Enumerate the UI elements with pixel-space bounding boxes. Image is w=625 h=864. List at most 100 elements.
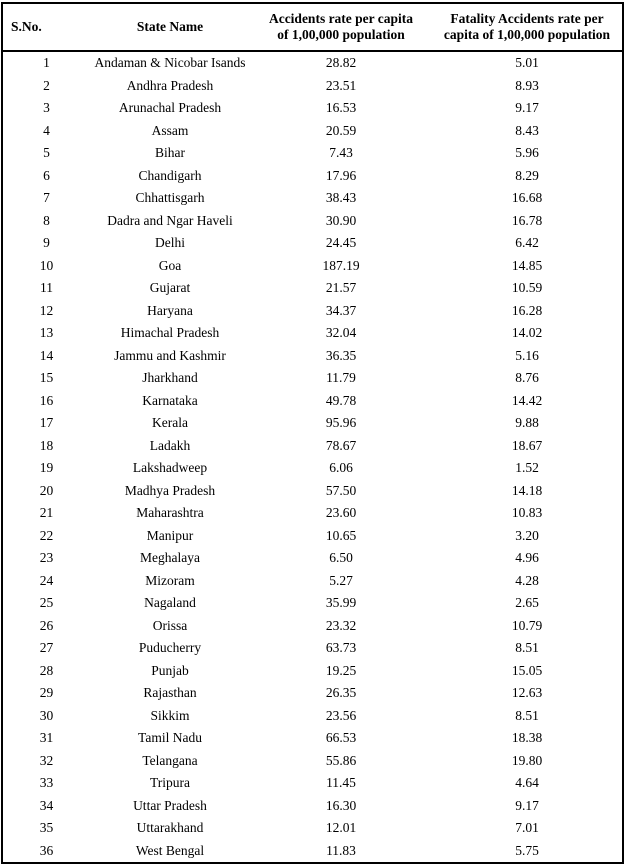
cell-state-name: Ladakh — [149, 437, 191, 453]
cell-sno: 34 — [39, 797, 54, 813]
cell-sno: 5 — [43, 145, 50, 161]
column-header-fatality-rate: Fatality Accidents rate per capita of 1,… — [432, 3, 623, 52]
cell-fatality-rate: 5.75 — [515, 842, 539, 858]
cell-fatality-rate: 4.64 — [515, 775, 539, 791]
cell-sno: 32 — [39, 752, 54, 768]
cell-fatality-rate: 15.05 — [511, 662, 543, 678]
cell-fatality-rate: 9.17 — [515, 100, 539, 116]
cell-accident-rate: 23.32 — [325, 617, 357, 633]
cell-accident-rate: 36.35 — [325, 347, 357, 363]
cell-sno: 13 — [39, 325, 54, 341]
cell-state-name: Arunachal Pradesh — [118, 100, 222, 116]
table-row: 2 Andhra Pradesh 23.51 8.93 — [2, 75, 623, 98]
cell-sno: 23 — [39, 550, 54, 566]
cell-accident-rate: 12.01 — [325, 820, 357, 836]
cell-accident-rate: 6.50 — [329, 550, 353, 566]
cell-state-name: Nagaland — [144, 595, 196, 611]
cell-sno: 30 — [39, 707, 54, 723]
cell-state-name: Assam — [151, 122, 189, 138]
cell-state-name: Mizoram — [145, 572, 195, 588]
table-row: 34 Uttar Pradesh 16.30 9.17 — [2, 795, 623, 818]
table-row: 13 Himachal Pradesh 32.04 14.02 — [2, 322, 623, 345]
cell-fatality-rate: 5.01 — [515, 55, 539, 71]
cell-accident-rate: 17.96 — [325, 167, 357, 183]
cell-fatality-rate: 12.63 — [511, 685, 543, 701]
cell-state-name: Kerala — [152, 415, 188, 431]
cell-sno: 2 — [43, 77, 50, 93]
cell-sno: 11 — [40, 280, 53, 296]
cell-accident-rate: 21.57 — [325, 280, 357, 296]
cell-fatality-rate: 18.38 — [511, 730, 543, 746]
cell-state-name: Jharkhand — [142, 370, 198, 386]
cell-sno: 33 — [39, 775, 54, 791]
column-header-sno: S.No. — [2, 3, 90, 52]
cell-sno: 31 — [39, 730, 54, 746]
cell-fatality-rate: 8.93 — [515, 77, 539, 93]
table-row: 10 Goa 187.19 14.85 — [2, 255, 623, 278]
table-row: 24 Mizoram 5.27 4.28 — [2, 570, 623, 593]
table-row: 16 Karnataka 49.78 14.42 — [2, 390, 623, 413]
cell-sno: 14 — [39, 347, 54, 363]
cell-accident-rate: 23.51 — [325, 77, 357, 93]
cell-state-name: Haryana — [147, 302, 193, 318]
table-row: 20 Madhya Pradesh 57.50 14.18 — [2, 480, 623, 503]
cell-sno: 26 — [39, 617, 54, 633]
cell-sno: 21 — [39, 505, 54, 521]
cell-fatality-rate: 3.20 — [515, 527, 539, 543]
cell-sno: 19 — [39, 460, 54, 476]
table-row: 33 Tripura 11.45 4.64 — [2, 772, 623, 795]
table-row: 23 Meghalaya 6.50 4.96 — [2, 547, 623, 570]
cell-accident-rate: 35.99 — [325, 595, 357, 611]
cell-state-name: Rajasthan — [143, 685, 197, 701]
cell-sno: 16 — [39, 392, 54, 408]
cell-state-name: Gujarat — [149, 280, 191, 296]
cell-sno: 25 — [39, 595, 54, 611]
cell-accident-rate: 20.59 — [325, 122, 357, 138]
table-row: 30 Sikkim 23.56 8.51 — [2, 705, 623, 728]
cell-state-name: Dadra and Ngar Haveli — [107, 212, 233, 228]
table-row: 8 Dadra and Ngar Haveli 30.90 16.78 — [2, 210, 623, 233]
cell-fatality-rate: 8.29 — [515, 167, 539, 183]
cell-state-name: Meghalaya — [140, 550, 200, 566]
cell-state-name: Puducherry — [138, 640, 202, 656]
cell-accident-rate: 34.37 — [325, 302, 357, 318]
cell-fatality-rate: 14.85 — [511, 257, 543, 273]
cell-fatality-rate: 16.78 — [511, 212, 543, 228]
cell-sno: 7 — [43, 190, 50, 206]
cell-sno: 4 — [43, 122, 50, 138]
cell-sno: 17 — [39, 415, 54, 431]
cell-fatality-rate: 5.16 — [515, 347, 539, 363]
cell-state-name: Karnataka — [142, 392, 198, 408]
cell-accident-rate: 11.45 — [326, 775, 356, 791]
cell-fatality-rate: 9.17 — [515, 797, 539, 813]
cell-fatality-rate: 1.52 — [515, 460, 539, 476]
column-header-label: S.No. — [11, 19, 42, 34]
cell-fatality-rate: 8.43 — [515, 122, 539, 138]
cell-accident-rate: 78.67 — [325, 437, 357, 453]
cell-fatality-rate: 10.83 — [511, 505, 543, 521]
cell-state-name: Tamil Nadu — [138, 730, 202, 746]
cell-accident-rate: 38.43 — [325, 190, 357, 206]
table-row: 27 Puducherry 63.73 8.51 — [2, 637, 623, 660]
cell-fatality-rate: 8.76 — [515, 370, 539, 386]
cell-state-name: Telangana — [142, 752, 198, 768]
cell-sno: 8 — [43, 212, 50, 228]
cell-fatality-rate: 14.18 — [511, 482, 543, 498]
column-header-accident-rate: Accidents rate per capita of 1,00,000 po… — [250, 3, 432, 52]
cell-fatality-rate: 18.67 — [511, 437, 543, 453]
column-header-label-line1: Fatality Accidents rate per — [450, 11, 604, 26]
cell-sno: 20 — [39, 482, 54, 498]
cell-accident-rate: 66.53 — [325, 730, 357, 746]
cell-fatality-rate: 7.01 — [515, 820, 539, 836]
cell-accident-rate: 55.86 — [325, 752, 357, 768]
cell-state-name: Madhya Pradesh — [124, 482, 216, 498]
cell-sno: 15 — [39, 370, 54, 386]
table-row: 31 Tamil Nadu 66.53 18.38 — [2, 727, 623, 750]
cell-sno: 9 — [43, 235, 50, 251]
cell-fatality-rate: 14.42 — [511, 392, 543, 408]
table-row: 15 Jharkhand 11.79 8.76 — [2, 367, 623, 390]
cell-fatality-rate: 16.68 — [511, 190, 543, 206]
cell-sno: 1 — [43, 55, 50, 71]
